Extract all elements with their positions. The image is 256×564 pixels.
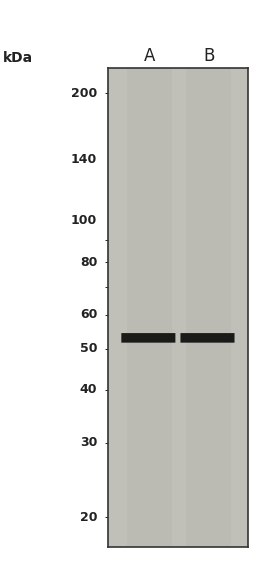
Text: kDa: kDa bbox=[3, 51, 33, 65]
Text: 30: 30 bbox=[80, 436, 97, 449]
FancyBboxPatch shape bbox=[121, 333, 175, 343]
Bar bbox=[186, 68, 231, 547]
FancyBboxPatch shape bbox=[180, 333, 234, 343]
Text: 140: 140 bbox=[71, 152, 97, 166]
Text: 50: 50 bbox=[80, 342, 97, 355]
Text: A: A bbox=[144, 47, 155, 65]
Text: 20: 20 bbox=[80, 510, 97, 523]
Text: B: B bbox=[203, 47, 215, 65]
Text: 200: 200 bbox=[71, 87, 97, 100]
Text: 100: 100 bbox=[71, 214, 97, 227]
Text: 80: 80 bbox=[80, 255, 97, 268]
Bar bbox=[127, 68, 172, 547]
Text: 40: 40 bbox=[80, 383, 97, 396]
Text: 60: 60 bbox=[80, 309, 97, 321]
